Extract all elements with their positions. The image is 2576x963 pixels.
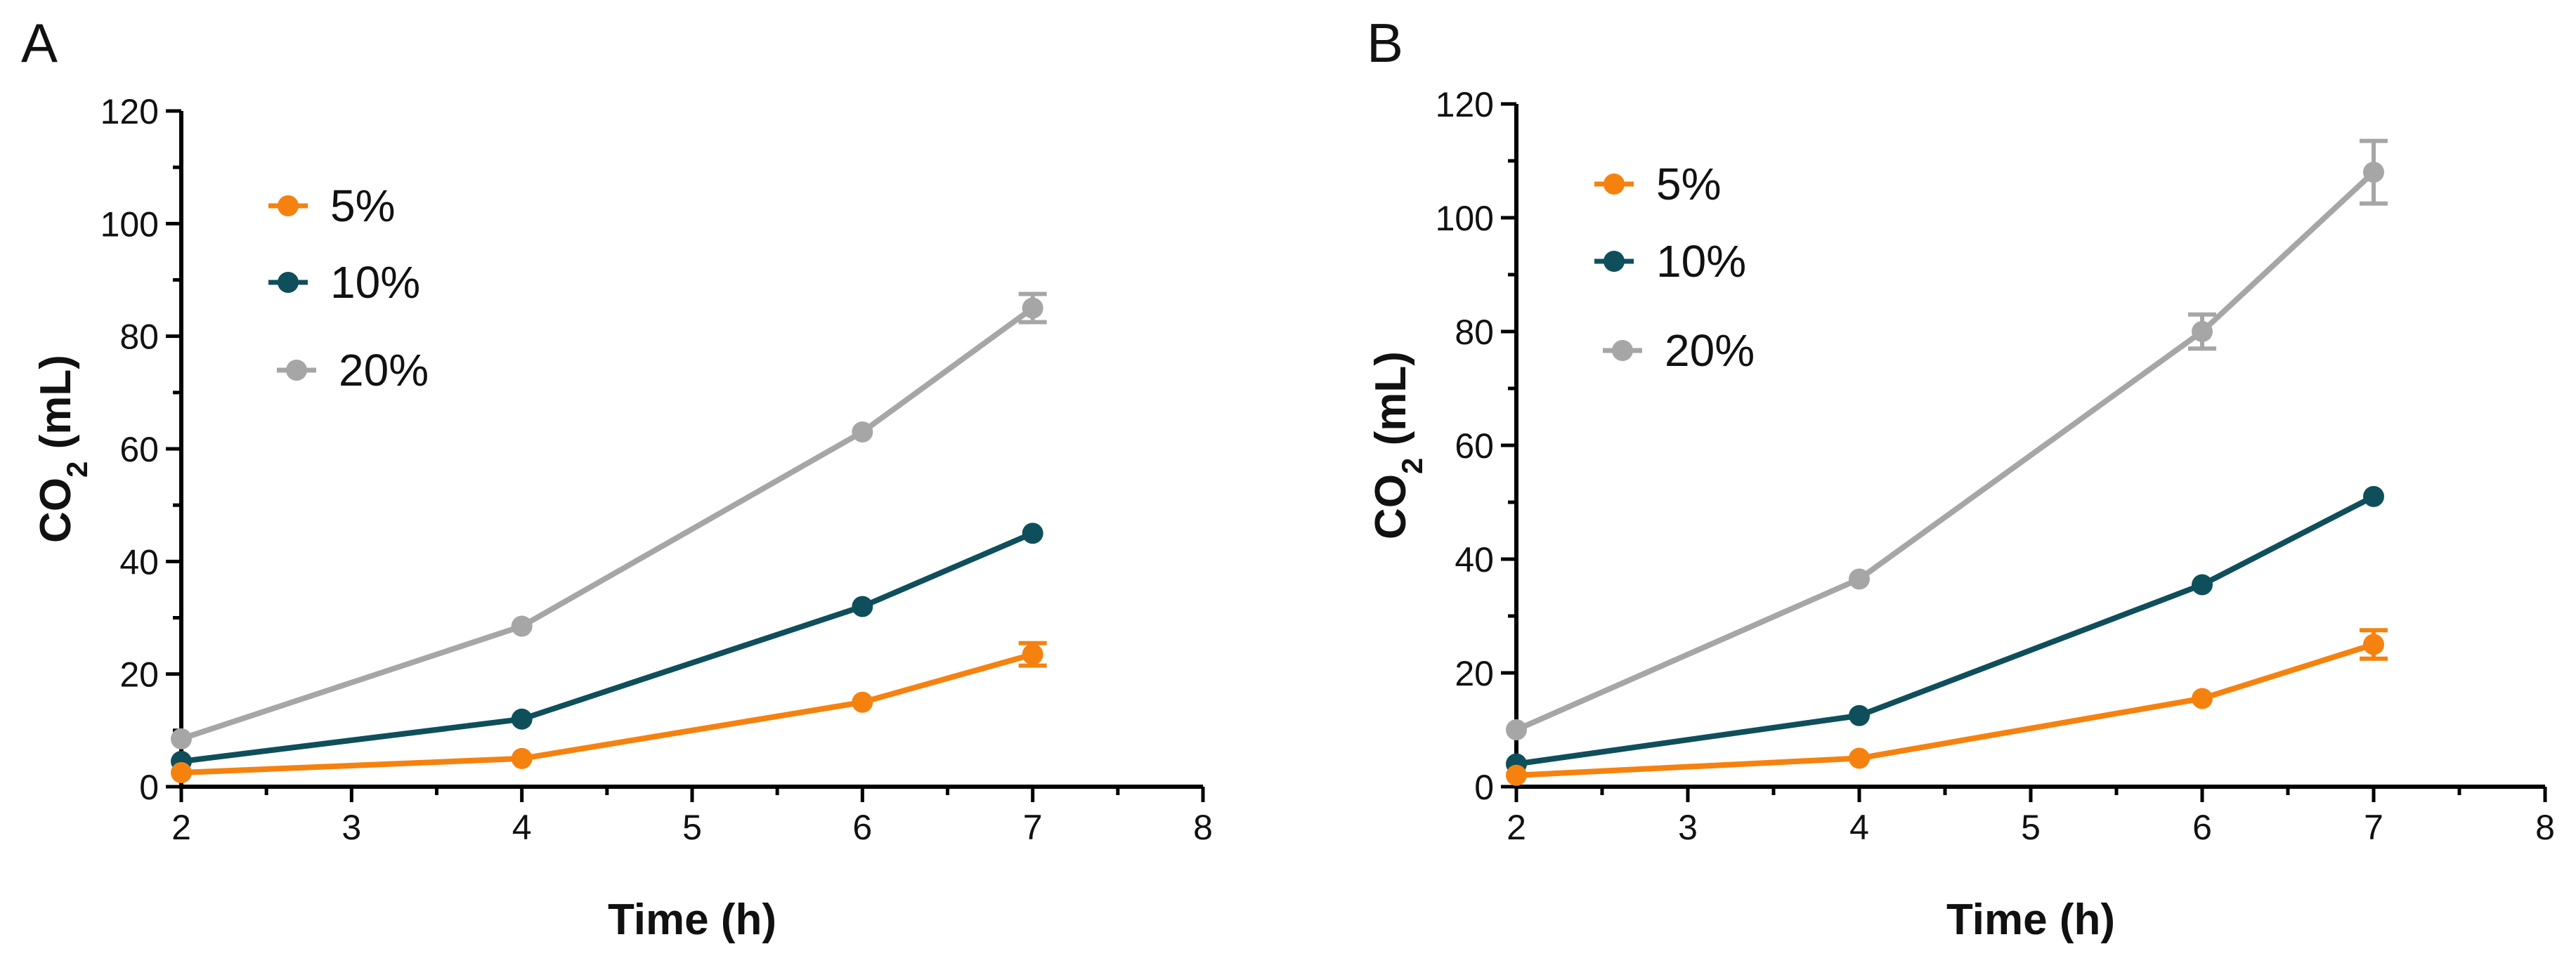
y-tick-label: 20 xyxy=(119,655,159,695)
data-point-5pct xyxy=(2192,688,2213,709)
series-line-5pct xyxy=(181,651,1034,775)
x-tick-label: 3 xyxy=(341,808,361,847)
legend-item-5pct: 5% xyxy=(1594,159,1722,209)
y-axis-title: CO2 (mL) xyxy=(1367,351,1429,539)
x-tick-label: 6 xyxy=(2192,808,2212,847)
x-tick-label: 4 xyxy=(1849,808,1869,847)
y-tick-label: 0 xyxy=(1474,768,1494,807)
data-point-5pct xyxy=(1506,764,1527,786)
series-line-5pct xyxy=(1516,641,2375,778)
legend-item-10pct: 10% xyxy=(1594,236,1746,287)
legend-item-20pct: 20% xyxy=(277,345,429,395)
data-point-20pct xyxy=(171,728,192,749)
data-point-5pct xyxy=(852,691,873,713)
legend-item-10pct: 10% xyxy=(268,257,420,308)
series-line-20pct xyxy=(180,306,1035,742)
legend-label: 20% xyxy=(1665,325,1755,376)
data-point-10pct xyxy=(2192,574,2213,596)
y-tick-label: 60 xyxy=(119,430,159,469)
data-point-5pct xyxy=(1849,747,1870,769)
data-point-20pct xyxy=(852,421,873,443)
series-line-10pct xyxy=(1516,494,2375,767)
y-tick-label: 40 xyxy=(1455,540,1494,579)
y-tick-label: 20 xyxy=(1455,654,1494,693)
x-tick-label: 7 xyxy=(2364,808,2383,847)
series-line-10pct xyxy=(181,530,1034,764)
legend-marker xyxy=(278,272,299,293)
data-point-20pct xyxy=(1849,568,1870,590)
x-axis-title: Time (h) xyxy=(1946,896,2115,944)
legend-label: 5% xyxy=(1656,159,1722,209)
y-tick-label: 60 xyxy=(1455,426,1494,466)
data-point-20pct xyxy=(1022,297,1043,319)
data-point-5pct xyxy=(2363,634,2384,655)
data-point-5pct xyxy=(1022,643,1043,665)
legend-label: 20% xyxy=(339,345,429,395)
x-tick-label: 7 xyxy=(1023,808,1043,847)
x-tick-label: 8 xyxy=(2535,808,2555,847)
y-axis-title-subscript: 2 xyxy=(60,461,93,478)
data-point-5pct xyxy=(511,747,533,769)
y-tick-label: 100 xyxy=(1436,199,1494,238)
data-point-10pct xyxy=(2363,485,2384,507)
y-axis-title-subscript: 2 xyxy=(1396,458,1429,474)
y-axis-title-main: CO xyxy=(32,478,80,543)
x-tick-label: 4 xyxy=(512,808,532,847)
y-tick-label: 40 xyxy=(119,542,159,582)
y-tick-label: 80 xyxy=(1455,313,1494,352)
series-line-20pct xyxy=(1515,170,2376,733)
data-point-20pct xyxy=(2363,162,2384,183)
data-point-20pct xyxy=(511,615,533,637)
data-point-10pct xyxy=(852,596,873,617)
legend-label: 10% xyxy=(1656,236,1746,287)
data-point-10pct xyxy=(1022,523,1043,544)
x-tick-label: 5 xyxy=(682,808,702,847)
panel-label: A xyxy=(21,12,58,74)
y-tick-label: 80 xyxy=(119,317,159,357)
y-tick-label: 100 xyxy=(100,204,159,244)
data-point-20pct xyxy=(1506,719,1527,740)
legend-marker xyxy=(278,195,299,216)
legend-marker xyxy=(286,360,307,381)
data-point-10pct xyxy=(511,708,533,730)
y-axis-title: CO2 (mL) xyxy=(32,355,93,543)
x-tick-label: 5 xyxy=(2021,808,2041,847)
legend-label: 5% xyxy=(330,181,396,231)
data-point-20pct xyxy=(2192,321,2213,342)
y-axis-title-unit: (mL) xyxy=(1367,351,1415,458)
x-tick-label: 6 xyxy=(852,808,872,847)
x-tick-label: 3 xyxy=(1678,808,1698,847)
legend-marker xyxy=(1604,173,1625,195)
panel-label: B xyxy=(1367,12,1403,74)
legend-label: 10% xyxy=(330,257,420,308)
legend-marker xyxy=(1612,340,1633,361)
x-tick-label: 2 xyxy=(1507,808,1526,847)
y-tick-label: 0 xyxy=(139,768,159,807)
y-axis-title-main: CO xyxy=(1367,474,1415,539)
x-tick-label: 8 xyxy=(1193,808,1213,847)
legend-marker xyxy=(1604,251,1625,272)
y-tick-label: 120 xyxy=(1436,85,1494,124)
data-point-5pct xyxy=(171,761,192,783)
y-tick-label: 120 xyxy=(100,92,159,131)
data-point-10pct xyxy=(1849,705,1870,726)
legend-item-20pct: 20% xyxy=(1603,325,1755,376)
x-axis-title: Time (h) xyxy=(608,896,776,944)
legend-item-5pct: 5% xyxy=(268,181,396,231)
x-tick-label: 2 xyxy=(171,808,191,847)
y-axis-title-unit: (mL) xyxy=(32,355,80,461)
